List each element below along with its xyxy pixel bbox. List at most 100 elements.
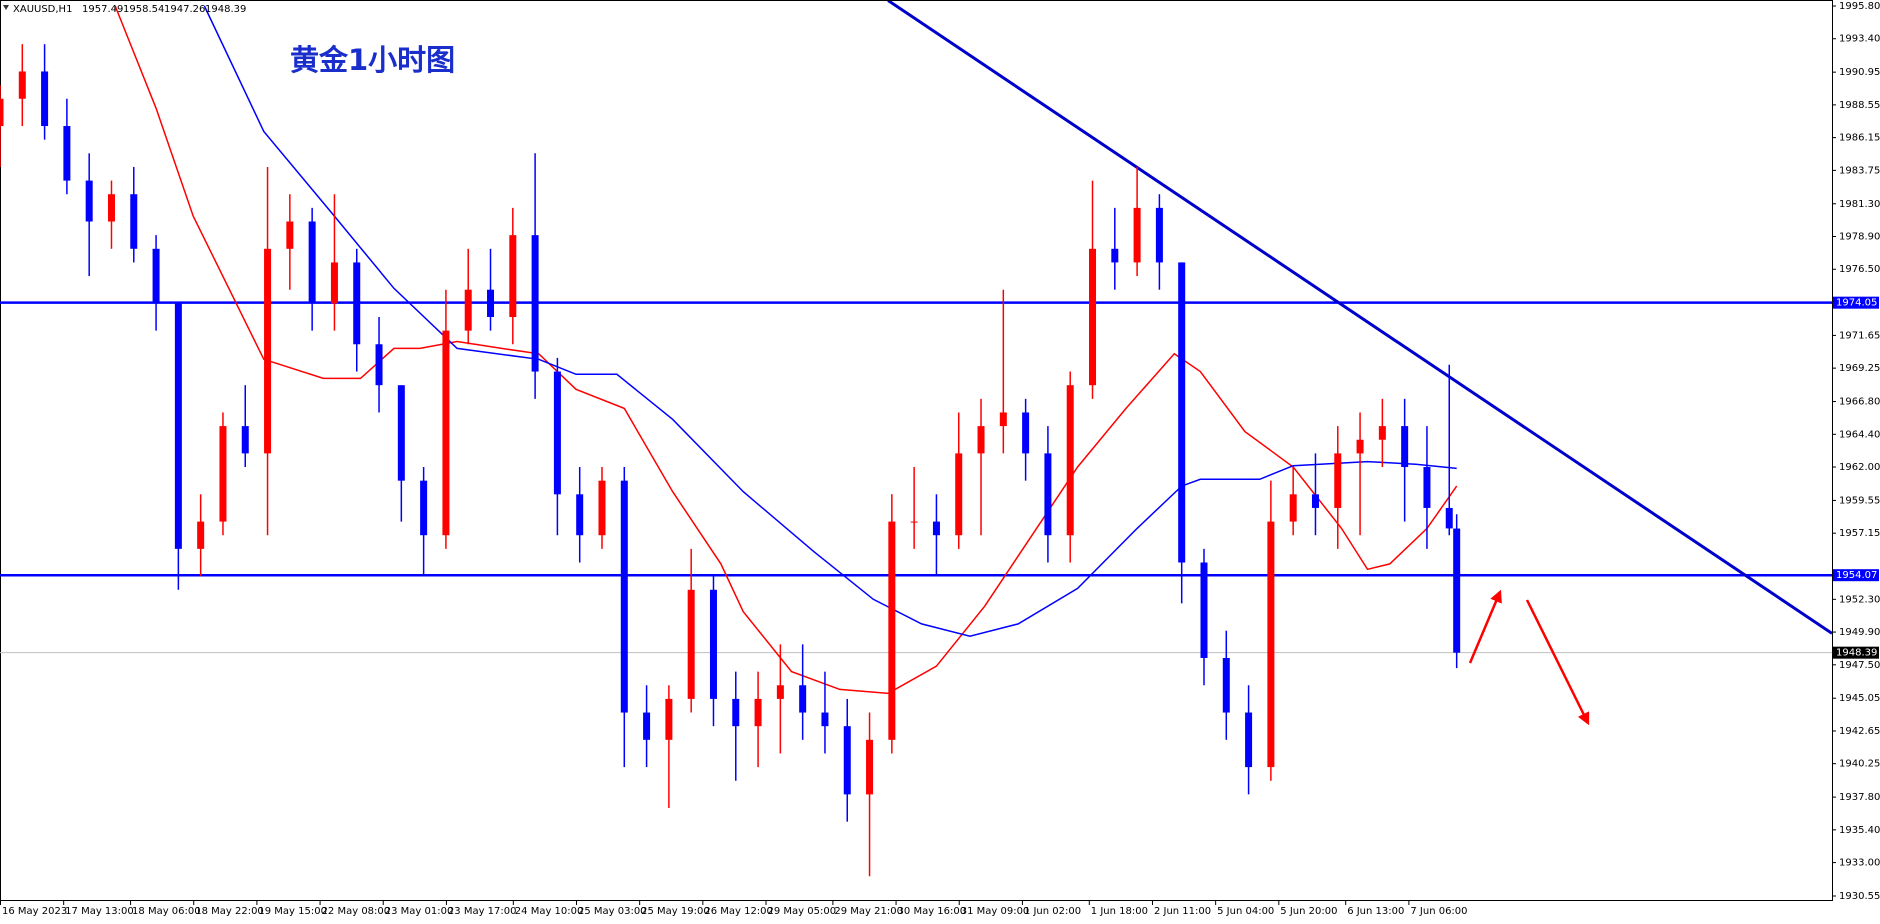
candle-body (197, 521, 205, 549)
x-tick-label: 29 May 21:00 (834, 906, 903, 917)
candle-body (1453, 528, 1461, 653)
y-tick-label: 1952.30 (1839, 594, 1880, 605)
candle-body (553, 371, 561, 495)
candle-body (888, 521, 896, 740)
candle-body (1245, 712, 1253, 768)
header-open: 1957.49 (82, 4, 123, 15)
price-level-label: 1948.39 (1836, 648, 1877, 659)
candle-body (1378, 426, 1386, 440)
candle-body (1155, 207, 1163, 263)
y-tick-label: 1937.80 (1839, 792, 1880, 803)
x-tick-label: 7 Jun 06:00 (1410, 906, 1467, 917)
candle-body (709, 589, 717, 699)
candle-body (843, 726, 851, 795)
x-tick-label: 29 May 05:00 (768, 906, 837, 917)
candle-body (420, 480, 428, 536)
candle-body (531, 235, 539, 372)
x-tick-label: 23 May 17:00 (448, 906, 517, 917)
y-tick-label: 1966.80 (1839, 397, 1880, 408)
price-level-tag (1833, 646, 1879, 659)
x-tick-label: 1 Jun 02:00 (1024, 906, 1081, 917)
candle-body (375, 344, 383, 386)
x-tick-label: 5 Jun 20:00 (1280, 906, 1337, 917)
candle-body (1133, 207, 1141, 263)
y-tick-label: 1978.90 (1839, 232, 1880, 243)
candle-body (955, 453, 963, 536)
y-tick-label: 1945.05 (1839, 693, 1880, 704)
header-high: 1958.54 (123, 4, 164, 15)
candle-body (107, 194, 115, 222)
x-tick-label: 24 May 10:00 (515, 906, 584, 917)
y-tick-label: 1940.25 (1839, 759, 1880, 770)
y-tick-label: 1969.25 (1839, 363, 1880, 374)
x-tick-label: 31 May 09:00 (961, 906, 1030, 917)
candle-body (130, 194, 138, 249)
candle-body (1178, 262, 1186, 563)
price-level-tag (1833, 569, 1879, 582)
y-tick-label: 1981.30 (1839, 199, 1880, 210)
candle-body (241, 426, 249, 454)
candle-body (1022, 412, 1030, 454)
plot-frame (0, 0, 1833, 901)
y-tick-label: 1959.55 (1839, 495, 1880, 506)
price-level-tag (1833, 296, 1879, 309)
candle-body (799, 685, 807, 713)
candle-body (598, 480, 606, 536)
y-tick-label: 1957.15 (1839, 528, 1880, 539)
candle-body (286, 221, 294, 249)
y-tick-label: 1990.95 (1839, 67, 1880, 78)
plot-area (0, 1, 1832, 877)
candle-body (63, 126, 71, 181)
candle-body (1200, 562, 1208, 658)
candle-body (487, 289, 495, 317)
candle-body (152, 248, 160, 304)
candle-body (977, 426, 985, 454)
candle-body (776, 685, 784, 699)
candle-body (41, 71, 49, 127)
candle-body (687, 589, 695, 699)
x-tick-label: 2 Jun 11:00 (1154, 906, 1211, 917)
x-tick-label: 18 May 22:00 (195, 906, 264, 917)
candle-body (1423, 467, 1431, 508)
y-tick-label: 1949.90 (1839, 627, 1880, 638)
arrow-up (1468, 589, 1502, 664)
x-tick-label: 25 May 19:00 (641, 906, 710, 917)
candle-body (821, 712, 829, 727)
x-tick-label: 1 Jun 18:00 (1091, 906, 1148, 917)
y-tick-label: 1986.15 (1839, 133, 1880, 144)
candle-body (219, 426, 227, 522)
candle-body (620, 480, 628, 713)
candle-body (754, 698, 762, 727)
price-level-label: 1974.05 (1836, 298, 1877, 309)
y-tick-label: 1942.65 (1839, 726, 1880, 737)
x-tick-label: 23 May 01:00 (385, 906, 454, 917)
y-tick-label: 1935.40 (1839, 825, 1880, 836)
candle-body (1334, 453, 1342, 508)
y-tick-label: 1988.55 (1839, 100, 1880, 111)
candle-body (576, 494, 584, 536)
candle-body (1222, 657, 1230, 713)
x-tick-label: 19 May 15:00 (258, 906, 327, 917)
candle-body (330, 262, 338, 304)
y-tick-label: 1947.50 (1839, 660, 1880, 671)
header-low: 1947.26 (164, 4, 205, 15)
y-tick-label: 1971.65 (1839, 330, 1880, 341)
y-tick-label: 1995.80 (1839, 1, 1880, 12)
candle-body (1111, 248, 1119, 263)
candle-body (442, 330, 450, 536)
moving-average (114, 5, 1458, 695)
candle-body (932, 521, 940, 536)
y-tick-label: 1983.75 (1839, 165, 1880, 176)
y-tick-label: 1930.55 (1839, 891, 1880, 902)
candle-body (999, 412, 1007, 427)
candle-body (1066, 385, 1074, 536)
candle-body (1044, 453, 1052, 536)
candle-body (643, 712, 651, 740)
candle-body (732, 698, 740, 727)
candle-body (1401, 426, 1409, 468)
candle-body (174, 303, 182, 549)
x-tick-label: 26 May 12:00 (704, 906, 773, 917)
x-tick-label: 5 Jun 04:00 (1217, 906, 1274, 917)
